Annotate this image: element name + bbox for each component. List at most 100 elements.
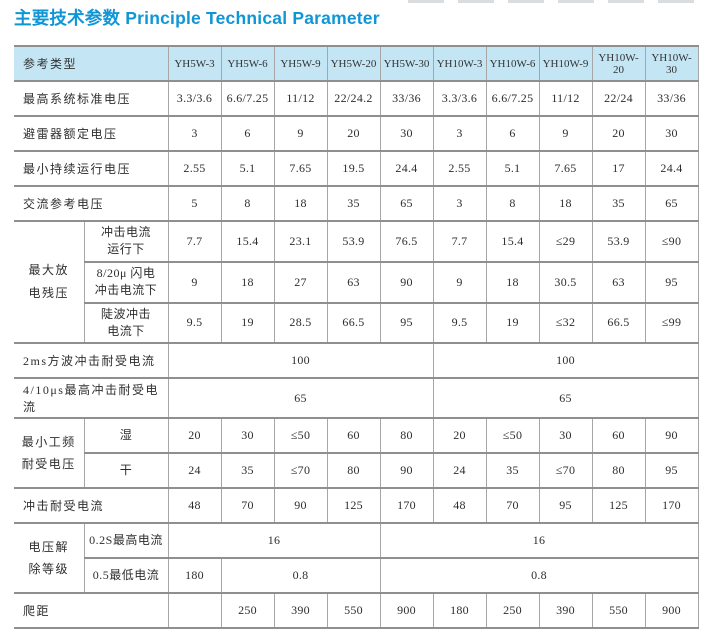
value-cell: 2.55 bbox=[167, 150, 222, 187]
table-row: 2ms方波冲击耐受电流 100 100 bbox=[14, 342, 699, 380]
value-cell: 33/36 bbox=[644, 80, 699, 117]
value-cell: 16 bbox=[379, 522, 699, 560]
page-edge-artifact bbox=[408, 0, 700, 3]
value-cell: 125 bbox=[326, 487, 381, 525]
value-cell: 170 bbox=[644, 487, 699, 525]
value-cell: 3 bbox=[432, 185, 487, 222]
table-row: 冲击耐受电流 48 70 90 125 170 48 70 95 125 170 bbox=[14, 487, 699, 525]
value-cell: 3 bbox=[167, 115, 222, 152]
value-cell: 3 bbox=[432, 115, 487, 152]
value-cell: 8 bbox=[485, 185, 540, 222]
value-cell: 90 bbox=[273, 487, 328, 525]
value-cell: 63 bbox=[591, 260, 646, 304]
table-row: 4/10μs最高冲击耐受电流 65 65 bbox=[14, 377, 699, 420]
table-row: 最大放 电残压 冲击电流 运行下 7.7 15.4 23.1 53.9 76.5 7.7 15.… bbox=[14, 219, 699, 345]
value-cell: 9 bbox=[167, 260, 222, 304]
value-cell: 28.5 bbox=[273, 301, 328, 345]
column-header: 参考类型 bbox=[14, 45, 169, 82]
value-cell: 95 bbox=[644, 452, 699, 490]
value-cell: 53.9 bbox=[591, 220, 646, 263]
value-cell: 63 bbox=[326, 260, 381, 304]
value-cell: 90 bbox=[379, 260, 434, 304]
column-header: YH10W-30 bbox=[644, 45, 699, 82]
value-cell: 9.5 bbox=[167, 301, 222, 345]
table-row: 0.5最低电流 180 0.8 0.8 bbox=[14, 557, 699, 595]
row-sublabel: 冲击电流 运行下 bbox=[83, 220, 169, 263]
table-row: 最小工频 耐受电压湿 20 30 ≤50 60 80 20 ≤50 30 60 90 bbox=[14, 417, 699, 490]
table-row: 8/20μ 闪电 冲击电流下 9 18 27 63 90 9 18 30.5 63 95 bbox=[14, 260, 699, 304]
value-cell: 250 bbox=[220, 592, 275, 629]
value-cell: 20 bbox=[167, 417, 222, 455]
value-cell: ≤32 bbox=[538, 301, 593, 345]
value-cell: ≤50 bbox=[485, 417, 540, 455]
value-cell: 90 bbox=[379, 452, 434, 490]
value-cell: 15.4 bbox=[220, 220, 275, 263]
table-row: 最小持续运行电压 2.55 5.1 7.65 19.5 24.4 2.55 5.1 7.65 17… bbox=[14, 150, 699, 187]
value-cell: 65 bbox=[379, 185, 434, 222]
value-cell: 18 bbox=[538, 185, 593, 222]
value-cell: 60 bbox=[591, 417, 646, 455]
table-row: 避雷器额定电压 3 6 9 20 30 3 6 9 20 30 bbox=[14, 115, 699, 152]
value-cell: 5 bbox=[167, 185, 222, 222]
table-row: 交流参考电压 5 8 18 35 65 3 8 18 35 65 bbox=[14, 185, 699, 222]
value-cell: 95 bbox=[538, 487, 593, 525]
value-cell: 250 bbox=[485, 592, 540, 629]
value-cell: ≤70 bbox=[273, 452, 328, 490]
column-header: YH10W-20 bbox=[591, 45, 646, 82]
value-cell: 19 bbox=[485, 301, 540, 345]
row-group-label: 电压解 除等级 bbox=[14, 522, 85, 595]
value-cell: 390 bbox=[538, 592, 593, 629]
value-cell: 9 bbox=[538, 115, 593, 152]
value-cell: 95 bbox=[379, 301, 434, 345]
column-header: YH5W-30 bbox=[379, 45, 434, 82]
table-row: 最高系统标准电压 3.3/3.6 6.6/7.25 11/12 22/24.2 33/36… bbox=[14, 80, 699, 117]
value-cell: 100 bbox=[167, 342, 434, 380]
table-body: 参考类型 YH5W-3 YH5W-6 YH5W-9 YH5W-20 YH5W-30 YH10… bbox=[14, 45, 699, 629]
column-header: YH10W-9 bbox=[538, 45, 593, 82]
row-label: 避雷器额定电压 bbox=[14, 115, 169, 152]
value-cell: 90 bbox=[644, 417, 699, 455]
value-cell: 0.8 bbox=[220, 557, 381, 595]
value-cell: 70 bbox=[485, 487, 540, 525]
row-sublabel: 陡波冲击 电流下 bbox=[84, 301, 169, 345]
value-cell: 60 bbox=[326, 417, 381, 455]
value-cell: 180 bbox=[167, 557, 222, 595]
value-cell: 0.8 bbox=[379, 557, 699, 595]
value-cell: 5.1 bbox=[485, 150, 540, 187]
table-row: 爬距 250 390 550 900 180 250 390 550 900 bbox=[14, 592, 699, 629]
value-cell: 27 bbox=[273, 260, 328, 304]
value-cell: 550 bbox=[326, 592, 381, 629]
column-header: YH5W-6 bbox=[220, 45, 275, 82]
value-cell: 80 bbox=[326, 452, 381, 490]
value-cell: 6 bbox=[485, 115, 540, 152]
value-cell: 125 bbox=[591, 487, 646, 525]
table-row: 干 24 35 ≤70 80 90 24 35 ≤70 80 95 bbox=[14, 452, 699, 490]
value-cell: 48 bbox=[432, 487, 487, 525]
value-cell: 48 bbox=[167, 487, 222, 525]
row-label: 4/10μs最高冲击耐受电流 bbox=[14, 377, 169, 420]
value-cell: 66.5 bbox=[591, 301, 646, 345]
row-label: 冲击耐受电流 bbox=[14, 487, 169, 525]
value-cell: 6.6/7.25 bbox=[485, 80, 540, 117]
value-cell: 390 bbox=[273, 592, 328, 629]
value-cell: 15.4 bbox=[485, 220, 540, 263]
value-cell: 17 bbox=[591, 150, 646, 187]
technical-parameters-table: 参考类型 YH5W-3 YH5W-6 YH5W-9 YH5W-20 YH5W-30 YH10… bbox=[14, 45, 699, 629]
value-cell: 24.4 bbox=[644, 150, 699, 187]
value-cell: 35 bbox=[220, 452, 275, 490]
value-cell: ≤50 bbox=[273, 417, 328, 455]
value-cell: 6.6/7.25 bbox=[220, 80, 275, 117]
value-cell: 53.9 bbox=[326, 220, 381, 263]
value-cell: ≤70 bbox=[538, 452, 593, 490]
column-header: YH10W-3 bbox=[432, 45, 487, 82]
value-cell: 65 bbox=[644, 185, 699, 222]
value-cell: 7.65 bbox=[538, 150, 593, 187]
row-label: 2ms方波冲击耐受电流 bbox=[14, 342, 169, 380]
value-cell: 80 bbox=[591, 452, 646, 490]
row-sublabel: 湿 bbox=[83, 417, 169, 455]
value-cell: 80 bbox=[379, 417, 434, 455]
value-cell: 19 bbox=[220, 301, 275, 345]
row-group-label: 最小工频 耐受电压 bbox=[14, 417, 85, 490]
table-header-row: 参考类型 YH5W-3 YH5W-6 YH5W-9 YH5W-20 YH5W-30 YH10… bbox=[14, 45, 699, 82]
value-cell: 9 bbox=[273, 115, 328, 152]
